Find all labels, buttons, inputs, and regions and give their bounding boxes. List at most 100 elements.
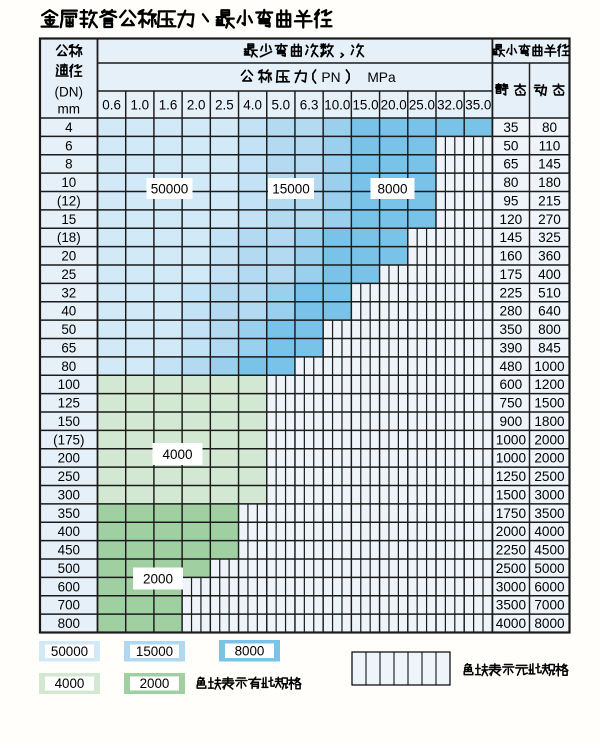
- svg-text:65: 65: [61, 340, 76, 355]
- svg-text:5000: 5000: [534, 561, 565, 576]
- svg-text:4000: 4000: [162, 447, 192, 462]
- svg-text:3500: 3500: [496, 598, 527, 613]
- svg-text:7000: 7000: [534, 598, 565, 613]
- svg-text:1500: 1500: [534, 396, 565, 411]
- svg-text:20.0: 20.0: [381, 97, 407, 112]
- svg-text:600: 600: [58, 579, 80, 594]
- svg-text:35.0: 35.0: [465, 97, 491, 112]
- svg-text:175: 175: [500, 267, 523, 282]
- svg-text:4: 4: [65, 120, 73, 135]
- svg-text:15.0: 15.0: [352, 97, 378, 112]
- svg-text:300: 300: [58, 487, 80, 502]
- svg-text:6000: 6000: [534, 579, 565, 594]
- svg-text:350: 350: [58, 506, 80, 521]
- svg-text:160: 160: [500, 249, 523, 264]
- svg-text:400: 400: [538, 267, 561, 282]
- svg-text:32: 32: [61, 285, 76, 300]
- svg-text:6: 6: [65, 138, 72, 153]
- svg-text:1.6: 1.6: [159, 97, 178, 112]
- svg-text:50: 50: [503, 138, 519, 153]
- svg-text:1000: 1000: [534, 359, 565, 374]
- svg-text:4500: 4500: [534, 543, 565, 558]
- svg-text:6.3: 6.3: [300, 97, 319, 112]
- svg-text:95: 95: [503, 193, 518, 208]
- svg-text:2000: 2000: [534, 432, 565, 447]
- svg-text:15: 15: [61, 212, 76, 227]
- svg-text:50: 50: [61, 322, 76, 337]
- svg-text:100: 100: [58, 377, 80, 392]
- svg-text:4000: 4000: [534, 524, 565, 539]
- svg-text:(18): (18): [57, 230, 81, 245]
- svg-text:65: 65: [503, 157, 518, 172]
- svg-text:4000: 4000: [55, 676, 85, 691]
- svg-text:350: 350: [500, 322, 523, 337]
- svg-text:145: 145: [500, 230, 523, 245]
- svg-text:180: 180: [538, 175, 561, 190]
- svg-text:325: 325: [538, 230, 561, 245]
- svg-text:3500: 3500: [534, 506, 565, 521]
- svg-text:35: 35: [503, 120, 518, 135]
- svg-text:mm: mm: [58, 102, 81, 117]
- svg-text:2500: 2500: [534, 469, 565, 484]
- svg-text:640: 640: [538, 304, 561, 319]
- svg-text:80: 80: [542, 120, 558, 135]
- svg-text:(175): (175): [53, 432, 84, 447]
- svg-text:2.0: 2.0: [187, 97, 206, 112]
- svg-text:800: 800: [58, 616, 80, 631]
- svg-text:750: 750: [500, 396, 523, 411]
- svg-text:50000: 50000: [51, 644, 88, 659]
- svg-text:400: 400: [58, 524, 80, 539]
- svg-text:480: 480: [500, 359, 523, 374]
- svg-text:8000: 8000: [235, 643, 265, 658]
- svg-text:2000: 2000: [143, 571, 173, 586]
- svg-text:3000: 3000: [534, 487, 565, 502]
- svg-text:800: 800: [538, 322, 561, 337]
- svg-text:8000: 8000: [534, 616, 565, 631]
- svg-text:1000: 1000: [496, 432, 527, 447]
- svg-text:32.0: 32.0: [437, 97, 463, 112]
- svg-text:360: 360: [538, 249, 561, 264]
- svg-text:500: 500: [58, 561, 80, 576]
- svg-text:40: 40: [61, 304, 76, 319]
- svg-text:390: 390: [500, 340, 523, 355]
- svg-text:2000: 2000: [496, 524, 527, 539]
- svg-text:(12): (12): [57, 193, 81, 208]
- svg-text:450: 450: [58, 543, 80, 558]
- svg-text:150: 150: [58, 414, 80, 429]
- svg-text:510: 510: [538, 285, 561, 300]
- svg-text:8000: 8000: [377, 181, 407, 196]
- svg-text:2500: 2500: [496, 561, 527, 576]
- svg-text:2.5: 2.5: [215, 97, 234, 112]
- svg-text:10.0: 10.0: [324, 97, 350, 112]
- svg-text:700: 700: [58, 598, 80, 613]
- svg-text:PN: PN: [321, 70, 340, 85]
- svg-text:50000: 50000: [151, 181, 189, 196]
- svg-text:20: 20: [61, 249, 76, 264]
- svg-text:600: 600: [500, 377, 523, 392]
- svg-text:(DN): (DN): [55, 85, 84, 100]
- svg-text:125: 125: [58, 396, 80, 411]
- svg-text:200: 200: [58, 451, 80, 466]
- svg-text:900: 900: [500, 414, 523, 429]
- svg-text:270: 270: [538, 212, 561, 227]
- svg-text:1800: 1800: [534, 414, 565, 429]
- svg-text:215: 215: [538, 193, 561, 208]
- svg-text:2250: 2250: [496, 543, 527, 558]
- svg-text:15000: 15000: [136, 644, 173, 659]
- svg-text:2000: 2000: [534, 451, 565, 466]
- svg-text:120: 120: [500, 212, 523, 227]
- svg-text:80: 80: [61, 359, 76, 374]
- svg-text:1750: 1750: [496, 506, 527, 521]
- svg-text:MPa: MPa: [367, 70, 396, 85]
- svg-text:80: 80: [503, 175, 519, 190]
- svg-text:250: 250: [58, 469, 80, 484]
- svg-text:10: 10: [61, 175, 76, 190]
- svg-text:4.0: 4.0: [243, 97, 262, 112]
- svg-text:8: 8: [65, 157, 72, 172]
- svg-text:4000: 4000: [496, 616, 527, 631]
- svg-text:1.0: 1.0: [130, 97, 149, 112]
- svg-text:25: 25: [61, 267, 76, 282]
- svg-text:110: 110: [539, 138, 561, 153]
- svg-text:845: 845: [538, 340, 561, 355]
- svg-text:1500: 1500: [496, 487, 527, 502]
